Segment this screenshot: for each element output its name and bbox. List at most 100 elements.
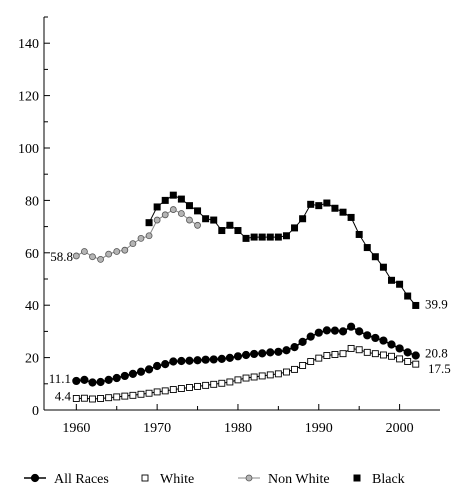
point-all-races (120, 371, 129, 381)
point-white (169, 386, 177, 394)
point-black (202, 215, 210, 223)
legend-marker-non-white (245, 474, 253, 482)
point-white (371, 350, 379, 358)
point-white (72, 395, 80, 402)
point-white (242, 374, 250, 382)
point-black (339, 208, 347, 216)
point-white (186, 384, 193, 391)
point-non-white (194, 221, 201, 229)
point-all-races (217, 354, 226, 364)
point-all-races (330, 326, 340, 335)
legend-label-non-white: Non White (268, 472, 330, 487)
point-black (250, 233, 258, 241)
point-black (315, 202, 323, 210)
legend-marker-all-races (30, 473, 40, 483)
point-white (323, 352, 331, 359)
point-all-races (355, 327, 364, 336)
point-black (323, 199, 331, 207)
series-non-white (72, 206, 201, 263)
point-all-races (201, 355, 210, 364)
point-black (379, 263, 387, 271)
point-white (258, 372, 266, 380)
point-black (145, 219, 153, 227)
y-tick-label: 40 (25, 299, 39, 314)
point-non-white (137, 234, 145, 242)
point-white (282, 368, 290, 376)
point-all-races (282, 346, 291, 355)
y-tick-label: 120 (18, 90, 39, 105)
point-white (145, 389, 153, 397)
point-all-races (266, 348, 275, 357)
point-white (274, 370, 282, 378)
point-white (396, 355, 404, 363)
point-non-white (129, 240, 137, 248)
point-black (388, 276, 396, 284)
point-black (331, 204, 339, 212)
x-tick-label: 1970 (143, 421, 171, 436)
point-all-races (274, 347, 283, 356)
point-non-white (169, 206, 177, 213)
point-black (258, 233, 266, 241)
y-tick-label: 20 (25, 352, 39, 367)
point-white (339, 350, 347, 358)
point-black (185, 202, 193, 210)
point-black (355, 230, 363, 238)
point-all-races (322, 326, 331, 335)
point-all-races (387, 340, 396, 349)
point-all-races (306, 332, 315, 341)
point-all-races (250, 349, 259, 359)
axes: 0 20 40 60 80 100 120 140 1960 1970 1980 1990 2000 (18, 16, 440, 436)
point-white (121, 392, 129, 400)
point-black (363, 244, 371, 252)
point-white (412, 360, 420, 368)
point-black (282, 232, 290, 240)
series-line-black (148, 194, 417, 306)
point-white (299, 362, 307, 369)
point-black (169, 191, 177, 199)
point-white (89, 395, 96, 403)
point-non-white (145, 232, 153, 240)
point-all-races (88, 378, 97, 387)
point-white (363, 348, 371, 356)
y-tick-label: 60 (25, 247, 39, 262)
point-non-white (81, 248, 88, 255)
series-layer (72, 191, 420, 403)
point-black (412, 301, 420, 309)
point-all-races (209, 355, 218, 364)
point-non-white (97, 255, 104, 263)
point-white (355, 346, 363, 354)
annotation-white-start: 4.4 (55, 388, 72, 403)
point-all-races (72, 376, 81, 386)
point-non-white (186, 216, 193, 224)
point-black (194, 207, 202, 215)
x-tick-label: 1980 (224, 421, 252, 436)
point-white (129, 391, 137, 399)
point-all-races (225, 353, 234, 362)
point-all-races (96, 377, 105, 387)
legend-item-white: White (141, 472, 194, 487)
point-all-races (347, 322, 356, 331)
point-black (226, 221, 234, 229)
point-black (299, 215, 307, 223)
point-black (274, 233, 282, 241)
point-white (291, 365, 298, 373)
point-black (210, 216, 218, 224)
point-all-races (104, 375, 113, 384)
point-white (177, 385, 185, 392)
point-white (347, 344, 355, 352)
legend-marker-white (141, 474, 149, 482)
y-tick-label: 100 (18, 142, 39, 157)
point-white (194, 382, 202, 390)
point-black (242, 234, 250, 242)
legend-marker-black (353, 474, 361, 482)
point-black (153, 203, 161, 211)
point-white (105, 394, 113, 402)
point-non-white (177, 210, 185, 217)
y-tick-label: 80 (25, 194, 39, 209)
point-non-white (161, 211, 169, 219)
point-all-races (112, 373, 121, 383)
point-white (97, 395, 105, 402)
point-black (396, 280, 404, 288)
point-white (226, 378, 234, 386)
